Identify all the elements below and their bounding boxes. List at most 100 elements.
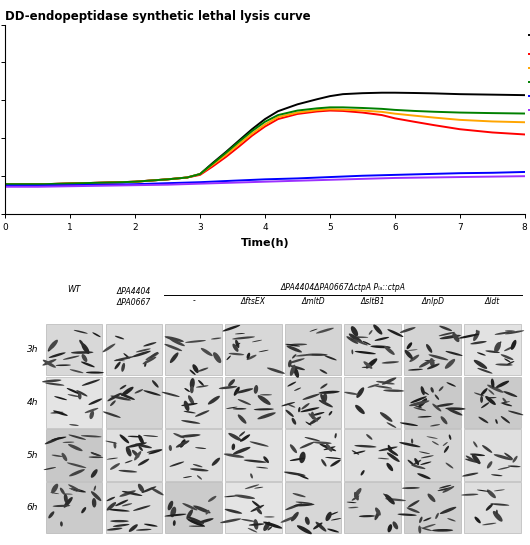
Ellipse shape — [398, 513, 417, 516]
Bar — [464, 377, 520, 428]
Ellipse shape — [43, 467, 56, 470]
Ellipse shape — [51, 484, 58, 493]
Ellipse shape — [148, 450, 162, 455]
Ellipse shape — [284, 471, 305, 476]
Ellipse shape — [491, 474, 502, 476]
Ellipse shape — [513, 456, 518, 463]
Ellipse shape — [289, 343, 307, 346]
Ellipse shape — [254, 487, 263, 488]
Ellipse shape — [501, 403, 512, 406]
Ellipse shape — [122, 503, 132, 506]
Ellipse shape — [386, 463, 393, 471]
Ellipse shape — [190, 386, 193, 393]
Ellipse shape — [169, 445, 172, 451]
Ellipse shape — [458, 334, 479, 338]
Ellipse shape — [68, 434, 86, 440]
Bar — [165, 324, 222, 375]
Ellipse shape — [410, 396, 427, 403]
Ellipse shape — [435, 513, 439, 519]
Ellipse shape — [501, 401, 510, 403]
Ellipse shape — [375, 507, 381, 516]
Ellipse shape — [110, 520, 129, 522]
Ellipse shape — [305, 422, 312, 426]
Ellipse shape — [430, 424, 440, 426]
Ellipse shape — [446, 463, 454, 469]
Ellipse shape — [235, 388, 253, 393]
Ellipse shape — [144, 524, 157, 526]
Ellipse shape — [176, 440, 189, 447]
Ellipse shape — [290, 365, 305, 370]
Ellipse shape — [79, 340, 84, 346]
Ellipse shape — [344, 392, 358, 395]
Ellipse shape — [74, 330, 88, 334]
Ellipse shape — [235, 333, 245, 334]
Ellipse shape — [259, 350, 269, 352]
Bar — [105, 377, 162, 428]
Ellipse shape — [507, 361, 515, 365]
Ellipse shape — [447, 409, 463, 415]
Ellipse shape — [411, 439, 413, 444]
Ellipse shape — [233, 447, 251, 455]
Ellipse shape — [121, 363, 125, 372]
Ellipse shape — [443, 486, 454, 493]
Ellipse shape — [355, 351, 376, 354]
Ellipse shape — [237, 399, 251, 405]
X-axis label: Time(h): Time(h) — [241, 238, 289, 247]
Ellipse shape — [115, 336, 124, 340]
Ellipse shape — [306, 354, 328, 356]
Ellipse shape — [82, 379, 100, 386]
Ellipse shape — [354, 451, 366, 454]
Ellipse shape — [290, 365, 296, 376]
Ellipse shape — [115, 500, 128, 506]
Ellipse shape — [320, 384, 328, 389]
Ellipse shape — [327, 529, 339, 532]
Ellipse shape — [320, 370, 328, 374]
Text: 4h: 4h — [26, 398, 38, 407]
Ellipse shape — [180, 434, 200, 438]
Ellipse shape — [370, 346, 391, 348]
Bar — [404, 429, 461, 481]
Ellipse shape — [432, 404, 441, 411]
Ellipse shape — [50, 411, 64, 414]
Ellipse shape — [152, 380, 158, 387]
Ellipse shape — [119, 470, 137, 473]
Ellipse shape — [378, 458, 389, 459]
Ellipse shape — [378, 446, 398, 451]
Ellipse shape — [385, 498, 406, 501]
Ellipse shape — [418, 525, 421, 534]
Ellipse shape — [48, 511, 55, 518]
Ellipse shape — [116, 360, 125, 361]
Ellipse shape — [349, 334, 361, 342]
Ellipse shape — [501, 416, 510, 423]
Ellipse shape — [147, 449, 162, 453]
Ellipse shape — [91, 452, 101, 456]
Ellipse shape — [294, 504, 314, 506]
Ellipse shape — [400, 422, 418, 426]
Ellipse shape — [369, 330, 373, 335]
Ellipse shape — [354, 339, 368, 346]
Ellipse shape — [430, 387, 434, 393]
Ellipse shape — [294, 367, 299, 378]
Bar — [404, 377, 461, 428]
Ellipse shape — [164, 344, 182, 351]
Ellipse shape — [170, 462, 184, 467]
Ellipse shape — [189, 525, 204, 527]
Ellipse shape — [504, 359, 511, 362]
Ellipse shape — [351, 495, 359, 501]
Ellipse shape — [254, 408, 274, 410]
Ellipse shape — [196, 385, 208, 387]
Ellipse shape — [324, 355, 337, 360]
Ellipse shape — [82, 354, 87, 362]
Ellipse shape — [136, 529, 152, 531]
Ellipse shape — [60, 488, 65, 495]
Bar — [46, 377, 102, 428]
Ellipse shape — [78, 392, 82, 399]
Text: DD-endopeptidase synthetic lethal lysis curve: DD-endopeptidase synthetic lethal lysis … — [5, 10, 311, 23]
Ellipse shape — [387, 524, 392, 532]
Ellipse shape — [244, 459, 267, 463]
Ellipse shape — [263, 456, 269, 463]
Ellipse shape — [42, 379, 61, 383]
Ellipse shape — [102, 343, 116, 352]
Ellipse shape — [181, 403, 198, 406]
Ellipse shape — [42, 359, 57, 366]
